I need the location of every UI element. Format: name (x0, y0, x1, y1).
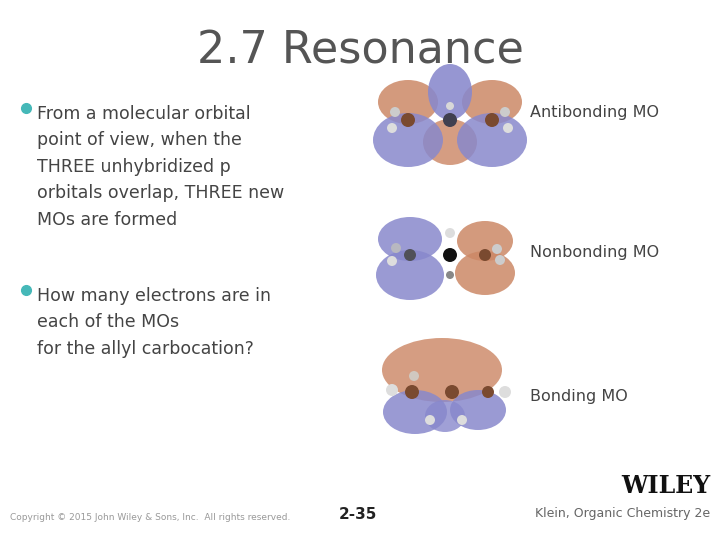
Ellipse shape (383, 390, 447, 434)
Ellipse shape (425, 400, 465, 432)
Circle shape (443, 248, 457, 262)
Circle shape (391, 243, 401, 253)
Ellipse shape (428, 64, 472, 120)
Ellipse shape (455, 251, 515, 295)
Text: 2-35: 2-35 (339, 507, 377, 522)
Text: Klein, Organic Chemistry 2e: Klein, Organic Chemistry 2e (535, 507, 710, 520)
Text: Bonding MO: Bonding MO (530, 389, 628, 404)
Ellipse shape (457, 221, 513, 261)
Ellipse shape (378, 80, 438, 124)
Ellipse shape (450, 390, 506, 430)
Circle shape (445, 228, 455, 238)
Circle shape (457, 415, 467, 425)
Ellipse shape (373, 113, 443, 167)
Circle shape (503, 123, 513, 133)
Circle shape (446, 102, 454, 110)
Circle shape (485, 113, 499, 127)
Circle shape (387, 123, 397, 133)
Circle shape (405, 385, 419, 399)
Circle shape (409, 371, 419, 381)
Circle shape (425, 415, 435, 425)
Circle shape (404, 249, 416, 261)
Circle shape (386, 384, 398, 396)
Circle shape (499, 386, 511, 398)
Circle shape (482, 386, 494, 398)
Circle shape (445, 385, 459, 399)
Circle shape (492, 244, 502, 254)
Text: Copyright © 2015 John Wiley & Sons, Inc.  All rights reserved.: Copyright © 2015 John Wiley & Sons, Inc.… (10, 513, 290, 522)
Circle shape (500, 107, 510, 117)
Circle shape (495, 255, 505, 265)
Text: From a molecular orbital
point of view, when the
THREE unhybridized p
orbitals o: From a molecular orbital point of view, … (37, 105, 284, 228)
Ellipse shape (457, 113, 527, 167)
Ellipse shape (382, 338, 502, 402)
Text: How many electrons are in
each of the MOs
for the allyl carbocation?: How many electrons are in each of the MO… (37, 287, 271, 358)
Circle shape (387, 256, 397, 266)
Text: Antibonding MO: Antibonding MO (530, 105, 659, 119)
Ellipse shape (423, 119, 477, 165)
Text: 2.7 Resonance: 2.7 Resonance (197, 30, 523, 73)
Text: WILEY: WILEY (621, 474, 710, 498)
Circle shape (390, 107, 400, 117)
Circle shape (443, 113, 457, 127)
Circle shape (401, 113, 415, 127)
Circle shape (479, 249, 491, 261)
Ellipse shape (378, 217, 442, 261)
Ellipse shape (376, 250, 444, 300)
Text: Nonbonding MO: Nonbonding MO (530, 245, 659, 260)
Ellipse shape (462, 80, 522, 124)
Circle shape (446, 271, 454, 279)
